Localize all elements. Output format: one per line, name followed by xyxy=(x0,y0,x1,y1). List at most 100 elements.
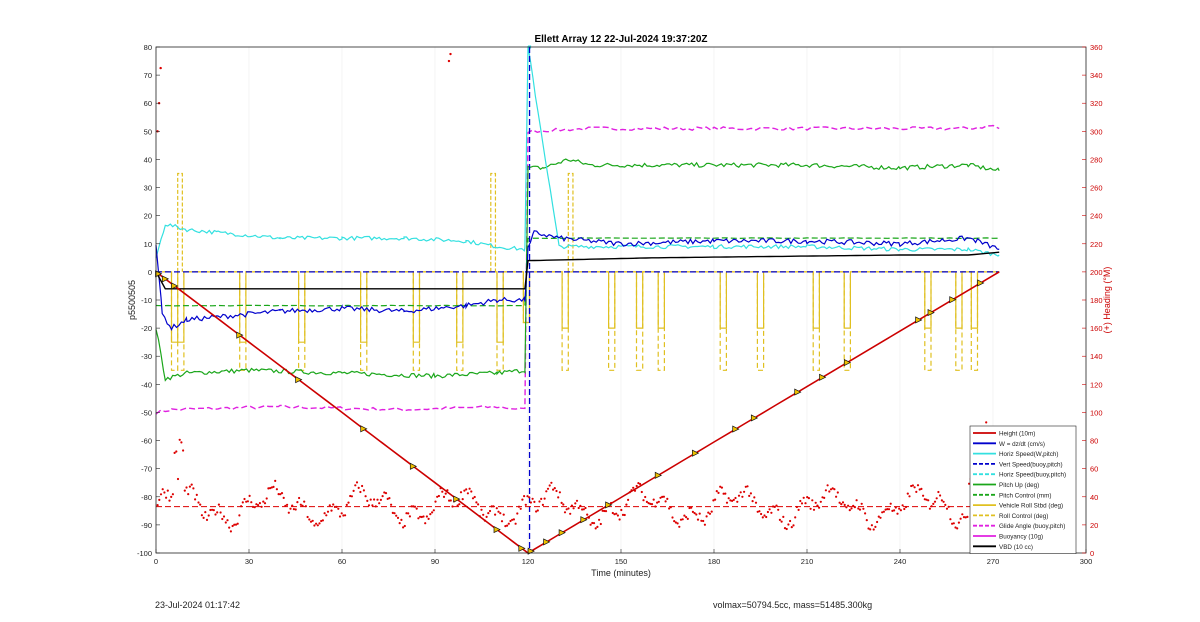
heading-point xyxy=(708,512,712,515)
heading-point xyxy=(911,484,915,487)
heading-point xyxy=(170,495,173,498)
heading-point xyxy=(485,515,488,519)
y2-tick-label: 120 xyxy=(1090,380,1103,389)
heading-point xyxy=(870,524,874,527)
heading-point xyxy=(734,496,737,500)
y-tick-label: -90 xyxy=(141,521,152,530)
heading-point xyxy=(442,495,446,498)
heading-point xyxy=(686,517,689,521)
heading-point xyxy=(190,483,193,486)
heading-point xyxy=(299,503,302,506)
heading-point xyxy=(581,508,584,511)
heading-point xyxy=(436,495,439,498)
heading-point xyxy=(857,507,860,510)
heading-point xyxy=(812,508,816,511)
heading-point xyxy=(507,522,510,525)
heading-point xyxy=(603,509,606,513)
series-roll-control-spike xyxy=(177,172,183,272)
heading-point xyxy=(282,496,285,499)
heading-point xyxy=(482,513,485,516)
heading-point xyxy=(258,502,261,505)
height-marker xyxy=(518,544,526,552)
y-tick-label: -70 xyxy=(141,465,152,474)
heading-point xyxy=(836,491,839,494)
height-marker xyxy=(654,471,662,479)
heading-point xyxy=(226,519,229,522)
heading-point xyxy=(555,489,558,493)
legend-box xyxy=(969,425,1077,554)
heading-point xyxy=(922,494,925,497)
heading-point xyxy=(538,500,541,503)
heading-point xyxy=(802,496,805,499)
heading-point xyxy=(928,507,932,510)
height-marker xyxy=(580,516,588,524)
heading-point xyxy=(557,496,560,499)
heading-point xyxy=(589,523,592,526)
heading-point xyxy=(552,488,555,491)
heading-point xyxy=(778,518,782,522)
y2-axis-label: (+) Heading (°M) xyxy=(1102,267,1112,334)
heading-point xyxy=(720,486,724,489)
heading-point xyxy=(790,526,793,529)
heading-point xyxy=(352,489,355,492)
heading-point xyxy=(898,507,901,510)
heading-point xyxy=(250,501,253,504)
heading-point xyxy=(785,527,788,531)
heading-point xyxy=(766,510,770,514)
heading-point xyxy=(985,421,988,424)
series-roll-control-spike xyxy=(567,172,574,272)
heading-point xyxy=(797,508,800,511)
heading-point xyxy=(296,501,299,504)
heading-point xyxy=(782,515,785,519)
heading-point xyxy=(942,500,945,503)
heading-point xyxy=(761,516,764,519)
heading-point xyxy=(882,510,886,513)
heading-point xyxy=(269,487,272,490)
heading-point xyxy=(176,477,180,481)
heading-point xyxy=(927,499,930,502)
heading-point xyxy=(262,500,265,503)
heading-point xyxy=(838,501,841,504)
x-tick-label: 210 xyxy=(801,557,814,566)
heading-point xyxy=(777,508,780,511)
heading-point xyxy=(962,516,966,519)
height-marker xyxy=(155,270,163,278)
heading-point xyxy=(623,513,626,517)
heading-point xyxy=(710,510,713,513)
heading-point xyxy=(240,505,243,508)
heading-point xyxy=(683,514,686,517)
heading-point xyxy=(855,499,858,502)
height-marker xyxy=(843,358,852,367)
heading-point xyxy=(255,503,258,506)
heading-point xyxy=(195,493,198,496)
heading-point xyxy=(920,487,923,490)
heading-point xyxy=(415,507,418,510)
heading-point xyxy=(685,516,688,519)
legend-label: Height (10m) xyxy=(999,431,1035,438)
heading-point xyxy=(390,503,393,506)
heading-point xyxy=(727,497,730,500)
heading-point xyxy=(874,525,877,529)
heading-point xyxy=(384,492,388,495)
heading-point xyxy=(243,497,246,501)
heading-point xyxy=(848,509,851,512)
heading-point xyxy=(187,493,190,496)
heading-point xyxy=(816,504,819,507)
heading-point xyxy=(362,489,365,492)
heading-point xyxy=(598,518,601,521)
heading-point xyxy=(236,522,239,525)
heading-point xyxy=(705,515,708,518)
height-marker xyxy=(977,279,985,287)
heading-point xyxy=(337,507,340,510)
heading-point xyxy=(519,507,522,510)
heading-point xyxy=(301,504,304,507)
heading-point xyxy=(524,503,527,506)
y2-tick-label: 280 xyxy=(1090,155,1103,164)
heading-point xyxy=(947,505,950,508)
heading-point xyxy=(494,513,497,516)
heading-point xyxy=(379,498,382,501)
heading-point xyxy=(251,505,255,508)
heading-point xyxy=(315,522,318,525)
heading-point xyxy=(795,505,799,509)
heading-point xyxy=(579,504,582,507)
